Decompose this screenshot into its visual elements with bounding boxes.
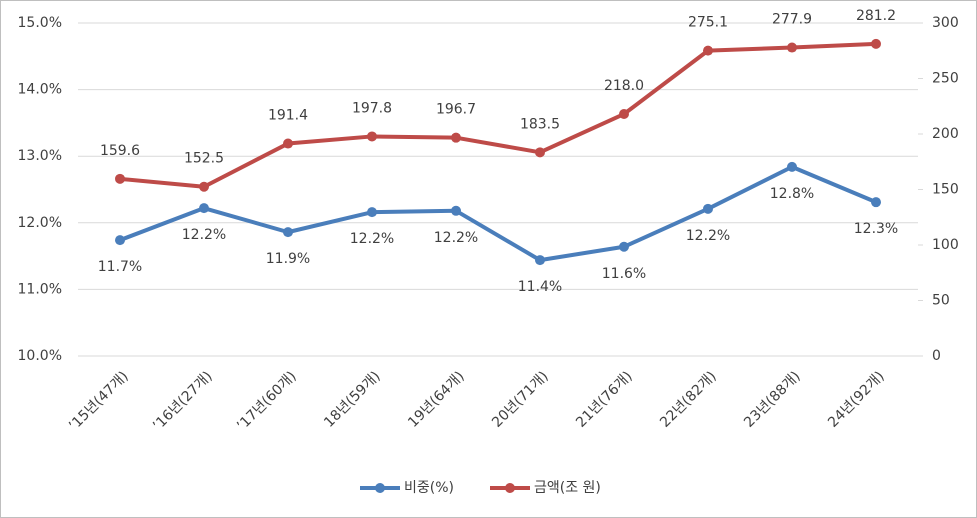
point xyxy=(871,197,881,208)
data-label: 12.2% xyxy=(350,231,394,247)
point xyxy=(451,205,461,216)
series-line xyxy=(119,41,877,189)
data-label: 11.9% xyxy=(266,251,310,267)
y2-tick-label: 0 xyxy=(932,348,941,364)
y-tick-label: 11.0% xyxy=(18,281,62,297)
point xyxy=(283,138,293,149)
data-label: 12.2% xyxy=(434,230,478,246)
y2-tick-label: 150 xyxy=(932,182,959,198)
y-tick-label: 15.0% xyxy=(18,15,62,31)
data-label: 11.7% xyxy=(98,259,142,275)
point xyxy=(535,255,545,266)
point xyxy=(703,45,713,56)
data-label: 152.5 xyxy=(184,151,224,167)
point xyxy=(787,42,797,53)
data-label: 218.0 xyxy=(604,78,644,94)
y-tick-label: 13.0% xyxy=(18,148,62,164)
data-label: 191.4 xyxy=(268,108,308,124)
y2-tick-label: 250 xyxy=(932,71,959,87)
y-tick-label: 12.0% xyxy=(18,215,62,231)
point xyxy=(367,131,377,142)
point xyxy=(451,132,461,143)
data-label: 12.2% xyxy=(686,228,730,244)
point xyxy=(115,173,125,184)
data-label: 196.7 xyxy=(436,102,476,118)
point xyxy=(199,203,209,214)
data-label: 277.9 xyxy=(772,12,812,28)
legend-marker xyxy=(505,483,515,493)
y2-tick-label: 100 xyxy=(932,237,959,253)
y-tick-label: 10.0% xyxy=(18,348,62,364)
data-label: 11.6% xyxy=(602,266,646,282)
y2-tick-label: 300 xyxy=(932,15,959,31)
data-label: 197.8 xyxy=(352,100,392,116)
data-label: 275.1 xyxy=(688,15,728,31)
legend-label: 금액(조 원) xyxy=(534,480,601,496)
point xyxy=(283,227,293,238)
point xyxy=(115,235,125,246)
point xyxy=(199,181,209,192)
point xyxy=(871,38,881,49)
legend-marker xyxy=(375,483,385,493)
data-label: 183.5 xyxy=(520,116,560,132)
series-line xyxy=(119,164,877,263)
point xyxy=(619,109,629,120)
point xyxy=(535,147,545,158)
data-label: 12.3% xyxy=(854,221,898,237)
point xyxy=(619,241,629,252)
legend-label: 비중(%) xyxy=(404,480,454,496)
y-tick-label: 14.0% xyxy=(18,82,62,98)
point xyxy=(367,207,377,218)
y2-tick-label: 50 xyxy=(932,293,950,309)
data-label: 12.2% xyxy=(182,227,226,243)
data-label: 11.4% xyxy=(518,279,562,295)
data-label: 12.8% xyxy=(770,186,814,202)
data-label: 281.2 xyxy=(856,8,896,24)
y2-tick-label: 200 xyxy=(932,126,959,142)
point xyxy=(787,161,797,172)
data-label: 159.6 xyxy=(100,143,140,159)
point xyxy=(703,203,713,214)
